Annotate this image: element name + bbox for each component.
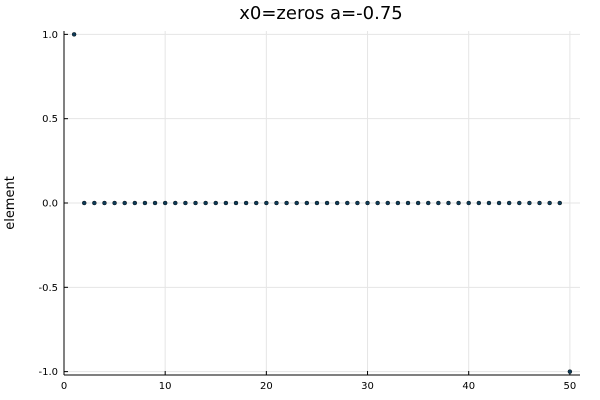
data-point [264,200,269,206]
data-point [304,200,310,206]
data-point [537,200,542,206]
data-point [415,200,421,206]
x-tick-label: 10 [159,381,172,392]
data-point [92,200,97,206]
y-tick-label: 0.5 [42,114,58,125]
data-point [385,200,390,206]
data-point [173,200,178,206]
y-axis-label: element [3,176,18,230]
data-point [466,200,471,206]
data-point [375,200,380,206]
data-point [496,200,502,206]
y-tick-label: 0.0 [42,199,58,210]
data-point [213,200,218,206]
data-point [517,200,522,206]
data-point [183,200,188,206]
data-point [446,200,451,206]
data-points [71,32,573,374]
data-point [395,200,401,206]
data-point [233,200,239,206]
grid-lines [63,31,580,375]
x-tick-label: 50 [564,381,577,392]
data-point [355,200,360,206]
data-point [294,200,299,206]
data-point [324,200,330,206]
data-point [142,200,148,206]
x-tick-label: 0 [61,381,67,392]
y-tick-label: 1.0 [42,30,58,41]
data-point [345,200,350,206]
data-point [203,200,208,206]
data-point [365,200,370,206]
data-point [82,200,87,206]
data-point [567,369,573,374]
data-point [557,200,562,206]
data-point [193,200,198,206]
x-tick-label: 40 [462,381,475,392]
data-point [254,200,259,206]
data-point [334,200,340,206]
tick-labels: 0 10 20 30 40 50 -1.0 -0.5 0.0 0.5 1.0 [38,30,576,392]
data-point [284,200,289,206]
x-tick-label: 20 [260,381,273,392]
data-point [112,200,117,206]
data-point [527,200,532,206]
chart-title: x0=zeros a=-0.75 [239,3,403,24]
data-point [426,200,431,206]
y-tick-label: -0.5 [38,283,58,294]
data-point [243,200,249,206]
data-point [274,200,279,206]
data-point [102,200,107,206]
data-point [486,200,492,206]
data-point [132,200,138,206]
data-point [405,200,411,206]
data-point [314,200,320,206]
data-point [436,200,441,206]
data-point [122,200,127,206]
data-point [223,200,229,206]
x-tick-label: 30 [361,381,374,392]
axes [63,31,580,376]
data-point [547,200,552,206]
y-tick-label: -1.0 [38,367,58,378]
data-point [71,32,77,37]
data-point [476,200,482,206]
data-point [162,200,168,206]
data-point [506,200,512,206]
data-point [456,200,461,206]
data-point [152,200,158,206]
